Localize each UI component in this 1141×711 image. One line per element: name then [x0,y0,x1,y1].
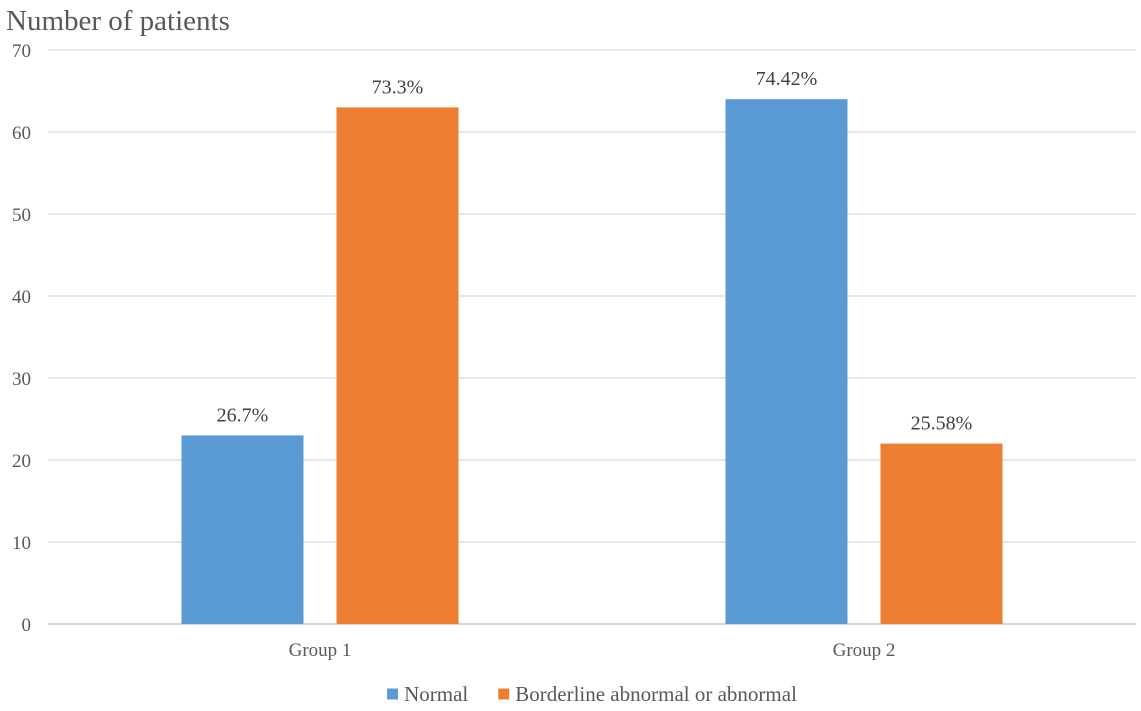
x-tick-label: Group 1 [289,640,352,661]
bar-borderline-abnormal-or-abnormal-group-2 [880,443,1003,624]
x-tick-label: Group 2 [833,640,896,661]
y-tick-label: 60 [12,123,31,144]
y-tick-label: 0 [22,615,32,636]
data-label: 73.3% [372,76,424,98]
legend-label: Borderline abnormal or abnormal [515,682,797,706]
y-axis-ticks: 0 10 20 30 40 50 60 70 [12,41,31,636]
y-tick-label: 10 [12,533,31,554]
x-axis-ticks: Group 1 Group 2 [289,640,896,661]
legend-swatch [498,688,510,700]
bars [181,99,1003,624]
y-tick-label: 50 [12,205,31,226]
y-tick-label: 30 [12,369,31,390]
legend: Normal Borderline abnormal or abnormal [387,682,797,706]
data-label: 25.58% [911,413,973,435]
y-tick-label: 20 [12,451,31,472]
y-tick-label: 70 [12,41,31,62]
data-labels: 26.7% 73.3% 74.42% 25.58% [217,68,973,434]
data-label: 26.7% [217,404,269,426]
y-axis-title: Number of patients [6,5,230,37]
bar-normal-group-2 [725,99,848,624]
bar-normal-group-1 [181,435,304,624]
legend-swatch [387,688,399,700]
legend-label: Normal [404,682,468,706]
y-tick-label: 40 [12,287,31,308]
bar-borderline-abnormal-or-abnormal-group-1 [336,107,459,624]
data-label: 74.42% [756,68,818,90]
